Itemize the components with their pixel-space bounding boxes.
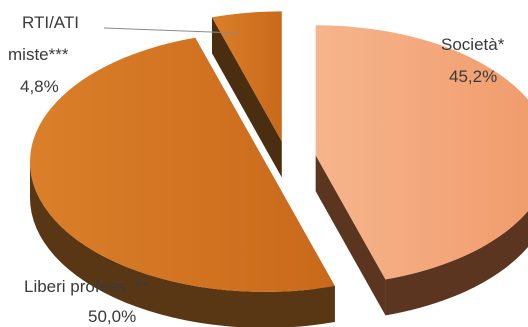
label-liberi-name: Liberi profess. ** [24,277,149,296]
slice-rti-ati [211,11,282,142]
slice-liberi-profess [29,37,335,292]
slice-societa [315,25,528,280]
label-rti-line1: RTI/ATI [22,13,79,32]
label-societa-value: 45,2% [449,67,498,86]
label-societa-name: Società* [441,35,505,54]
label-leader-line [103,27,239,34]
label-rti-line2: miste*** [8,45,69,64]
slice-rti-ati-radial-side [211,17,282,178]
label-liberi-value: 50,0% [88,307,137,326]
slice-societa-radial-side [315,155,386,316]
slice-societa-rim [385,210,528,316]
label-rti-value: 4,8% [20,77,59,96]
slice-liberi-profess-rim [29,161,335,327]
